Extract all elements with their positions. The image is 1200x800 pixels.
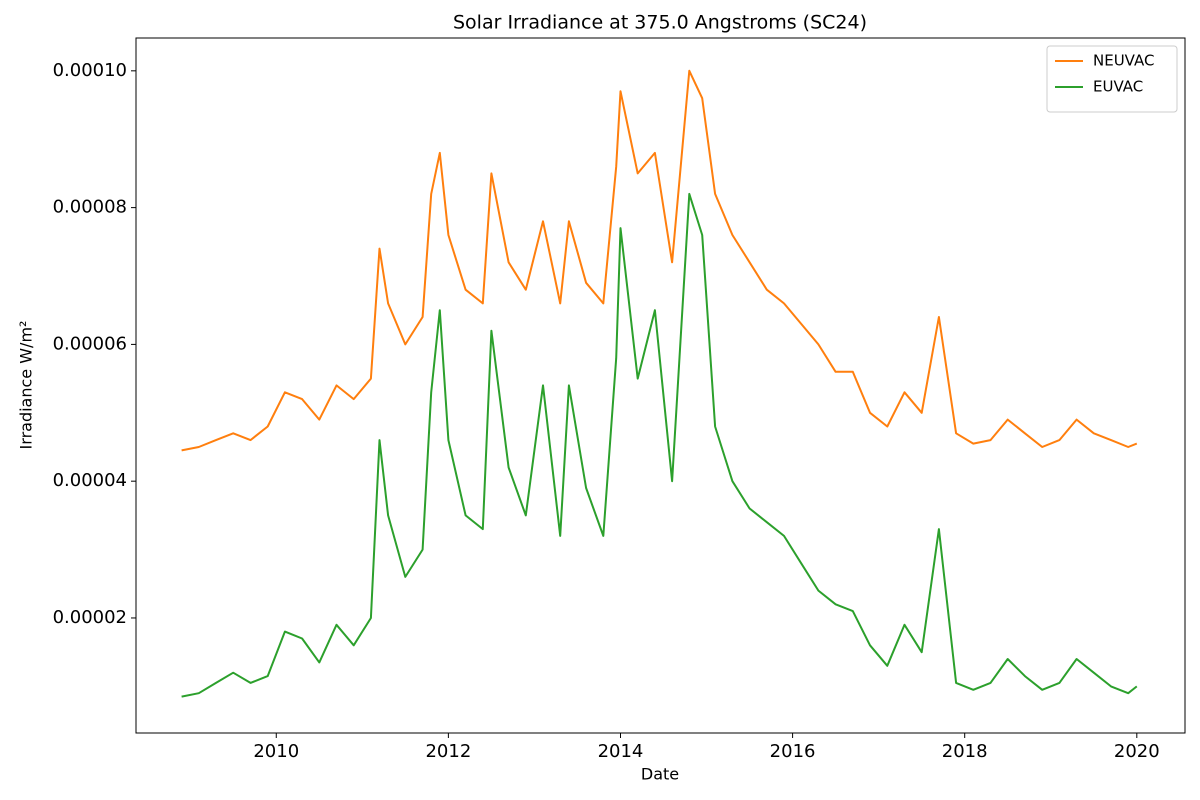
y-tick-label: 0.00006 bbox=[53, 333, 127, 354]
series-line bbox=[181, 69, 1138, 452]
x-tick-label: 2012 bbox=[425, 741, 471, 762]
plot-frame bbox=[135, 37, 1186, 734]
legend-box bbox=[1046, 45, 1178, 113]
legend-label: EUVAC bbox=[1093, 78, 1143, 96]
chart-title: Solar Irradiance at 375.0 Angstroms (SC2… bbox=[453, 12, 867, 34]
y-tick-label: 0.00004 bbox=[53, 470, 127, 491]
x-tick-label: 2020 bbox=[1114, 741, 1160, 762]
legend-label: NEUVAC bbox=[1093, 52, 1154, 70]
y-tick-label: 0.00002 bbox=[53, 607, 127, 628]
x-tick-label: 2016 bbox=[770, 741, 816, 762]
x-tick-label: 2010 bbox=[253, 741, 299, 762]
x-tick-label: 2014 bbox=[598, 741, 644, 762]
x-tick-label: 2018 bbox=[942, 741, 988, 762]
series-line bbox=[181, 192, 1138, 698]
y-tick-label: 0.00010 bbox=[53, 60, 127, 81]
y-tick-label: 0.00008 bbox=[53, 197, 127, 218]
y-axis-label: Irradiance W/m² bbox=[17, 321, 36, 450]
x-axis-label: Date bbox=[641, 765, 679, 784]
